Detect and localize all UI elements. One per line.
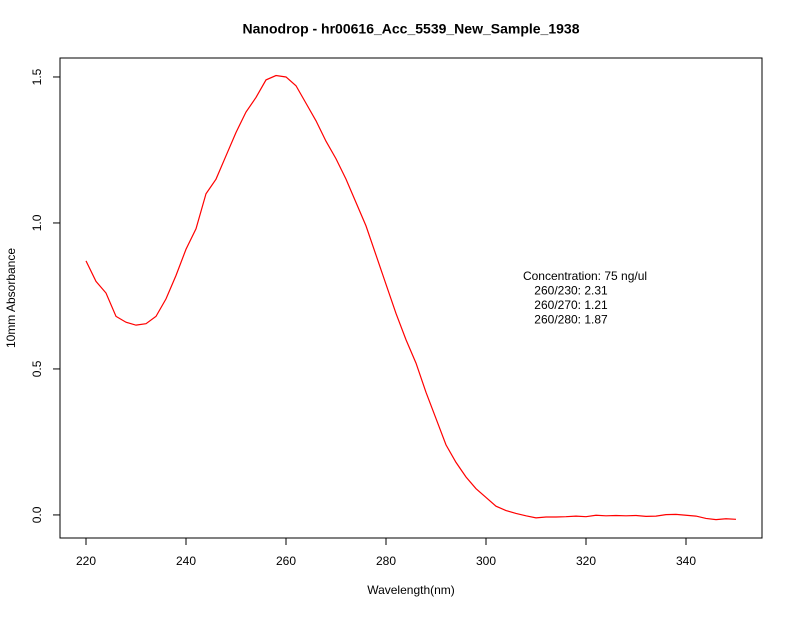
x-tick-label: 320 — [576, 554, 596, 568]
spectrum-line — [85, 74, 737, 521]
x-axis-label: Wavelength(nm) — [367, 583, 455, 597]
x-tick-label: 240 — [176, 554, 196, 568]
x-tick-label: 340 — [676, 554, 696, 568]
y-tick-label: 1.5 — [30, 68, 44, 85]
plot-box — [59, 57, 763, 539]
x-tick-label: 280 — [376, 554, 396, 568]
y-tick-label: 0.0 — [30, 506, 44, 523]
x-tick-label: 260 — [276, 554, 296, 568]
x-tick-label: 300 — [476, 554, 496, 568]
x-tick-label: 220 — [76, 554, 96, 568]
chart-title: Nanodrop - hr00616_Acc_5539_New_Sample_1… — [243, 21, 580, 37]
y-axis-label: 10mm Absorbance — [4, 248, 18, 348]
annotation: 260/230: 2.31 — [534, 284, 608, 298]
annotation: 260/280: 1.87 — [534, 313, 608, 327]
y-tick-label: 0.5 — [30, 360, 44, 377]
annotation: Concentration: 75 ng/ul — [523, 269, 647, 283]
annotation: 260/270: 1.21 — [534, 298, 608, 312]
y-tick-label: 1.0 — [30, 214, 44, 231]
